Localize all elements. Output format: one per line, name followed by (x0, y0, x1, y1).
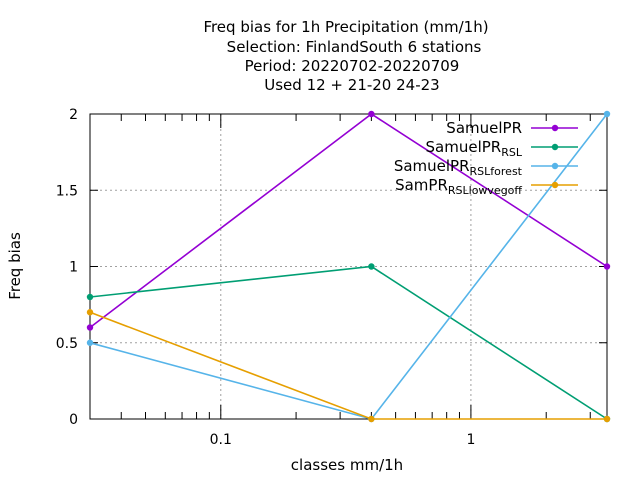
data-point (86, 324, 94, 331)
legend-label-part: SamuelPR (426, 138, 502, 156)
legend-marker (551, 162, 559, 170)
legend-label-part: RSL (470, 165, 492, 178)
y-tick-label: 0.5 (56, 336, 78, 352)
legend-marker (551, 143, 559, 151)
x-tick-label: 0.1 (210, 432, 232, 448)
x-axis-label: classes mm/1h (291, 456, 403, 474)
legend-label: SamPRRSLlowvegoff (395, 176, 522, 197)
y-tick-label: 1.5 (56, 183, 78, 199)
plot-border (89, 113, 608, 420)
series-line (89, 113, 608, 420)
data-point (86, 293, 94, 301)
title-line-1: Freq bias for 1h Precipitation (mm/1h) (203, 18, 488, 36)
legend-label-part: lowvegoff (469, 184, 523, 197)
legend-label: SamuelPRRSL (426, 138, 523, 159)
data-point (86, 339, 94, 346)
data-point (603, 415, 611, 423)
y-tick-label: 1 (69, 260, 78, 276)
chart-title: Freq bias for 1h Precipitation (mm/1h) S… (203, 18, 488, 94)
data-point (603, 263, 611, 270)
legend-label-part: SamuelPR (394, 157, 470, 175)
legend-label: SamuelPR (446, 119, 522, 137)
data-point (368, 415, 375, 423)
title-line-2: Selection: FinlandSouth 6 stations (227, 38, 482, 56)
x-tick-label: 1 (466, 432, 475, 448)
y-tick-label: 0 (69, 412, 78, 428)
legend-label-part: SamuelPR (446, 119, 522, 137)
legend-marker (551, 124, 559, 132)
series-line (89, 311, 607, 420)
legend-marker (551, 181, 559, 189)
data-point (86, 309, 94, 316)
legend-label-part: RSL (501, 146, 523, 159)
title-line-3: Period: 20220702-20220709 (245, 57, 460, 75)
axis-ticks: 0 0.5 1 1.5 2 0.1 1 (56, 107, 607, 448)
series-line (89, 265, 608, 420)
legend-label-part: forest (490, 165, 522, 178)
data-point (368, 110, 375, 118)
series-line (89, 113, 608, 329)
series-group (86, 110, 611, 423)
y-tick-label: 2 (69, 107, 78, 123)
legend-label-part: SamPR (395, 176, 448, 194)
legend-label-part: RSL (448, 184, 470, 197)
data-point (368, 263, 375, 270)
y-axis-label: Freq bias (6, 232, 24, 300)
grid (90, 114, 607, 419)
legend-label: SamuelPRRSLforest (394, 157, 523, 178)
legend: SamuelPRSamuelPRRSLSamuelPRRSLforestSamP… (394, 119, 578, 197)
title-line-4: Used 12 + 21-20 24-23 (264, 76, 439, 94)
data-point (603, 110, 611, 118)
